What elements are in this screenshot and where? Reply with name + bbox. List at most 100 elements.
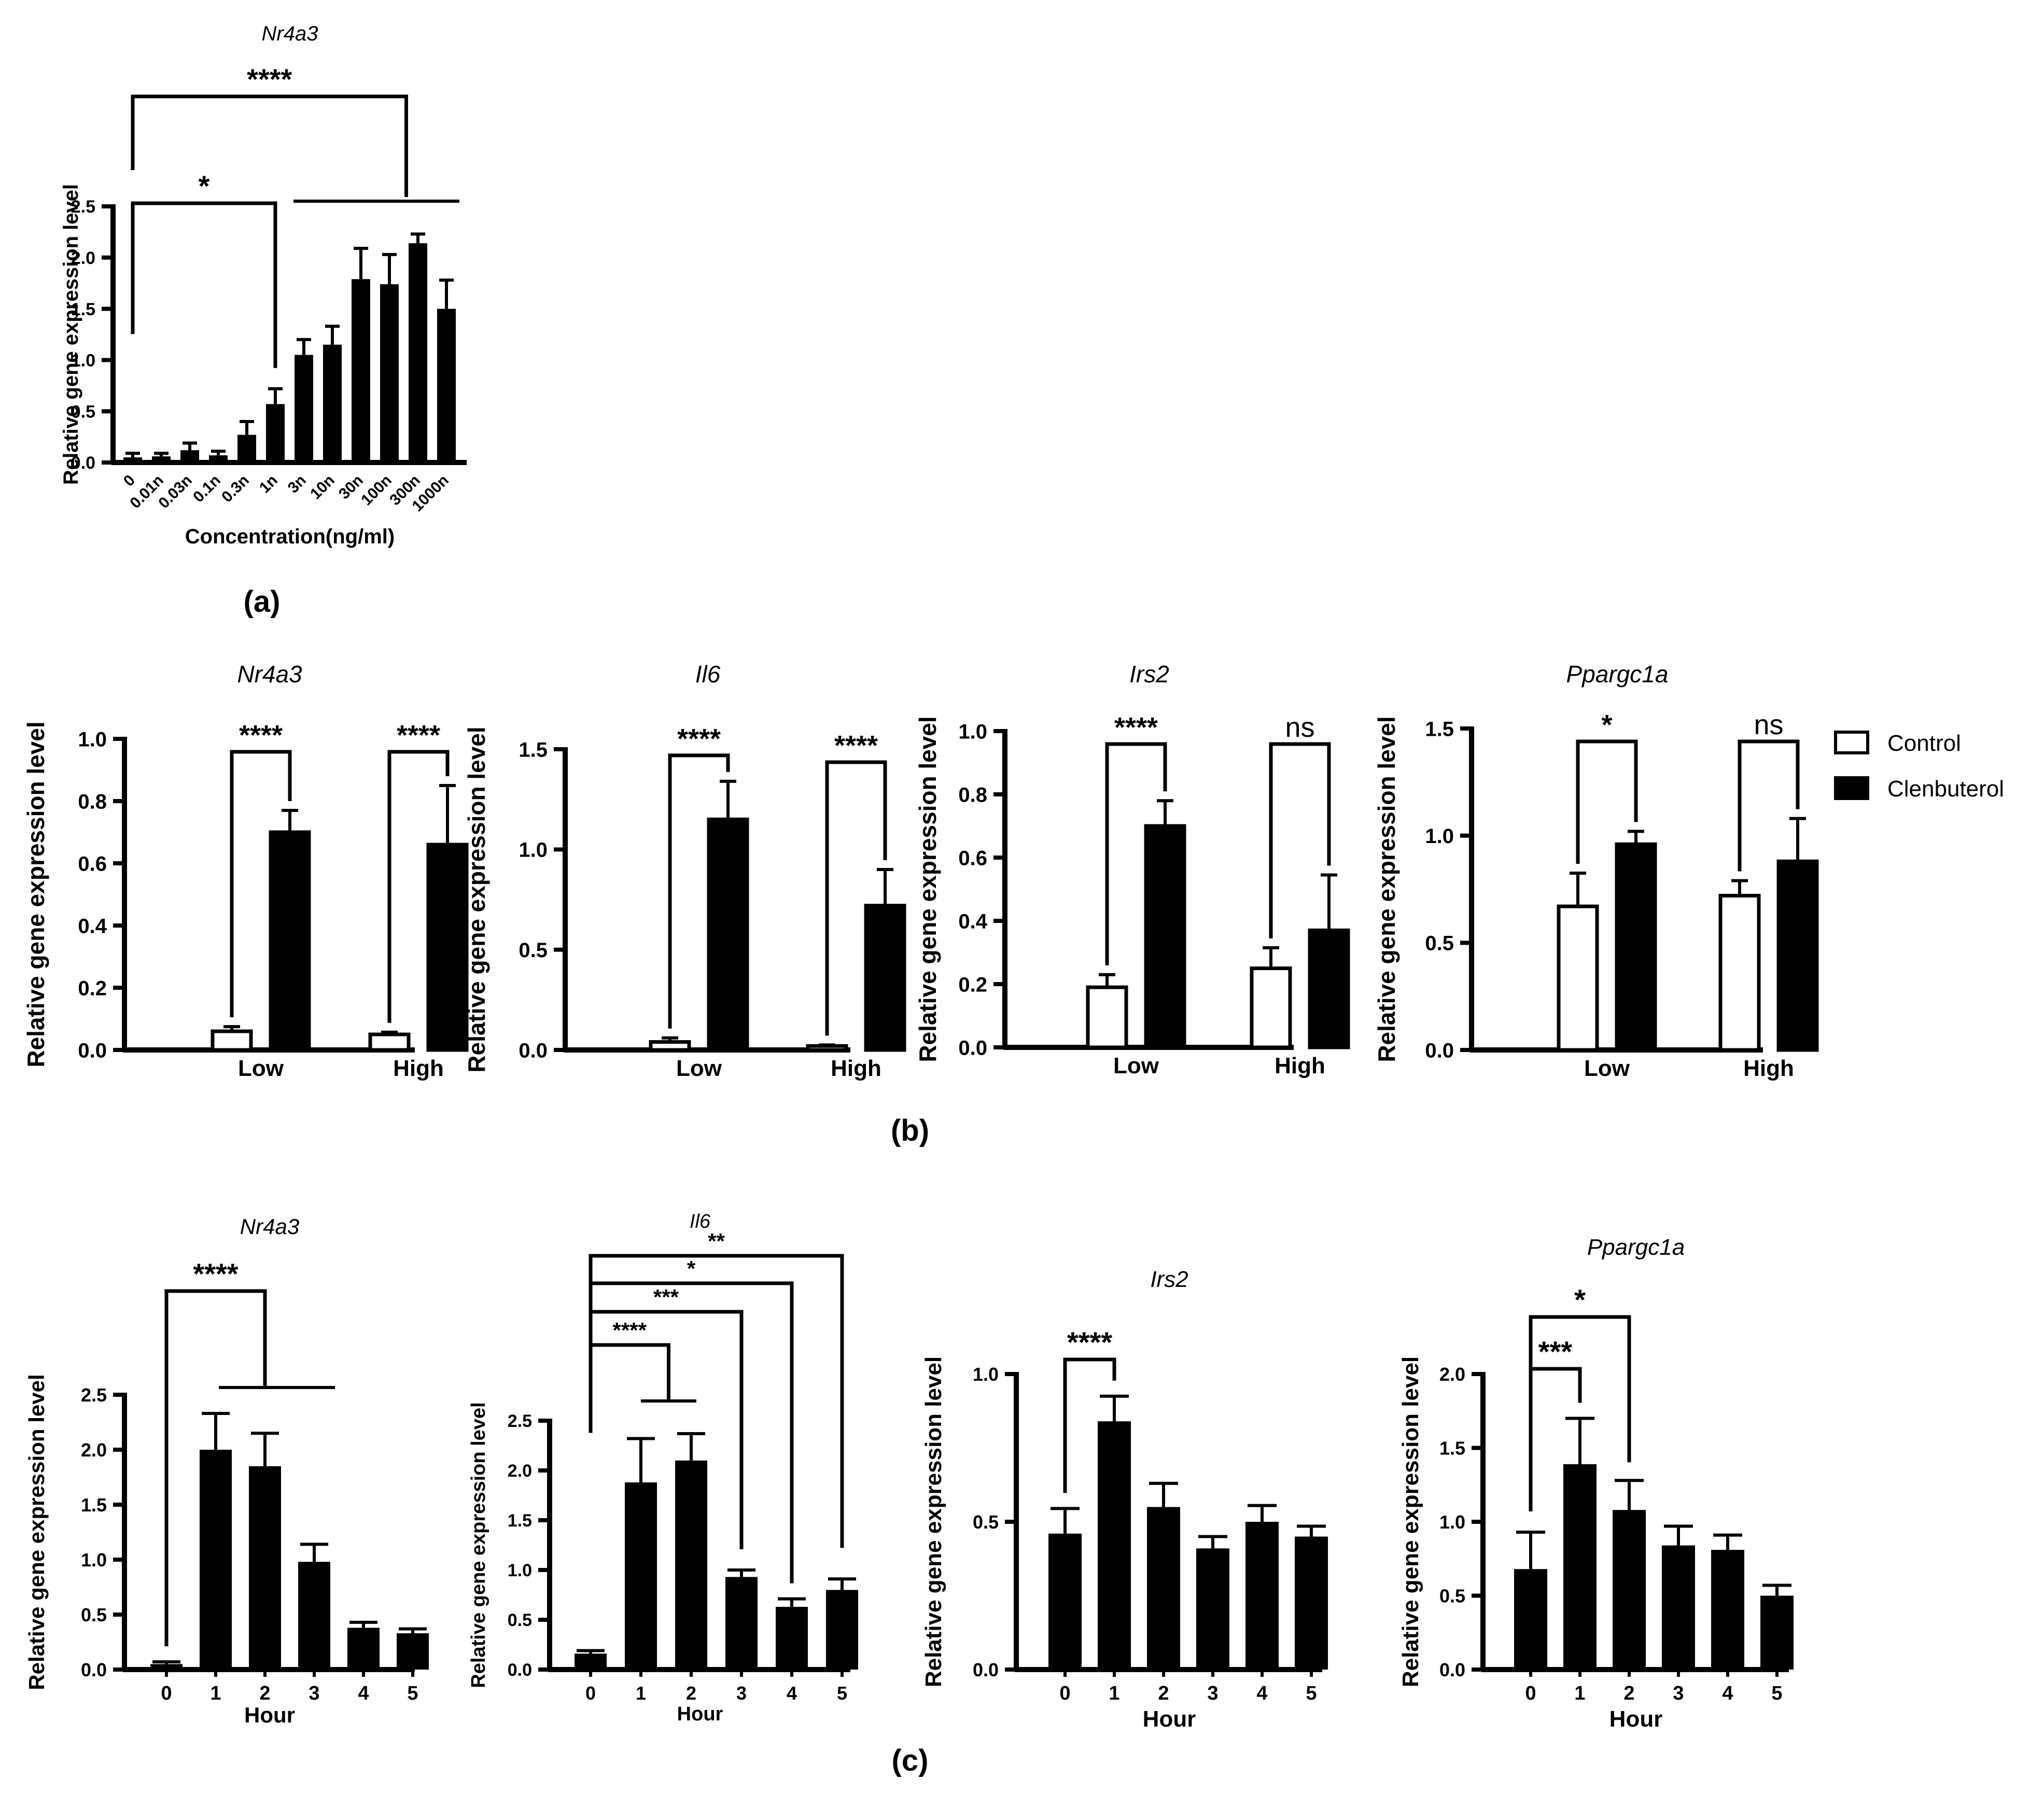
c-il6-significance-2 [589, 1310, 744, 1549]
c-ppargc1a-significance-1-label: *** [1538, 1335, 1573, 1368]
b-irs2-ytick-label: 0.8 [958, 783, 987, 806]
c-nr4a3-bar [249, 1466, 281, 1670]
c-il6-ytick-label: 1.5 [508, 1511, 532, 1531]
b-ppargc1a-bar-clenbuterol [1776, 859, 1819, 1052]
c-ppargc1a-xtick-label: 5 [1771, 1683, 1782, 1704]
c-il6-xtick-label: 0 [585, 1683, 596, 1704]
c-il6-ylabel: Relative gene expression level [468, 1402, 489, 1688]
c-il6-xtick-label: 2 [686, 1683, 696, 1704]
b-irs2-title: Irs2 [1129, 661, 1169, 688]
c-nr4a3-significance [164, 1289, 267, 1647]
c-irs2-xtick-label: 2 [1158, 1683, 1169, 1704]
c-il6-title: Il6 [690, 1211, 711, 1232]
c-nr4a3-bar [347, 1628, 380, 1670]
c-il6-significance-2-label: *** [653, 1285, 679, 1309]
c-nr4a3-ytick-label: 0.0 [81, 1659, 107, 1680]
c-irs2-significance [1063, 1357, 1116, 1493]
a-nr4a3-bar [323, 344, 342, 462]
b-il6-ytick-label: 0.0 [519, 1039, 548, 1062]
c-ppargc1a-bar [1662, 1545, 1695, 1670]
b-ppargc1a-ytick-label: 1.5 [1425, 718, 1454, 740]
b-nr4a3-significance [230, 750, 292, 1017]
figure-layer: 0.0 0.5 1.0 1.5 2.0 2.5 Relative gene expressi… [22, 22, 1819, 1732]
b-il6-ytick-label: 1.5 [519, 738, 548, 761]
c-nr4a3-ytick-label: 1.5 [81, 1494, 107, 1516]
b-nr4a3-bar-clenbuterol [426, 843, 469, 1052]
b-il6-significance [825, 760, 887, 1036]
c-ppargc1a-bar [1563, 1464, 1597, 1670]
b-irs2-significance [1269, 742, 1331, 938]
a-nr4a3-ytick-label: 1.0 [71, 351, 95, 371]
b-ppargc1a-bar-control [1557, 904, 1599, 1052]
b-ppargc1a-title: Ppargc1a [1566, 661, 1669, 688]
a-nr4a3-bar [237, 435, 256, 462]
b-nr4a3-ytick-label: 0.8 [78, 790, 107, 813]
panel-label-b: (b) [891, 1114, 929, 1147]
c-il6-bar [725, 1577, 758, 1670]
a-nr4a3-ytick-label: 0.5 [71, 402, 95, 422]
b-ppargc1a-significance [1576, 739, 1638, 864]
c-ppargc1a-bar [1613, 1510, 1646, 1670]
c-irs2-xtick-label: 1 [1109, 1683, 1119, 1704]
b-il6-bar-clenbuterol [864, 904, 906, 1052]
c-irs2-bar [1048, 1533, 1082, 1670]
c-irs2-xtick-label: 5 [1306, 1683, 1317, 1704]
b-irs2-bar-control [1086, 985, 1128, 1049]
b-il6-significance-label: **** [834, 730, 878, 761]
a-nr4a3-bar [123, 457, 142, 462]
a-nr4a3-xtick-label: 0.1n [190, 472, 224, 506]
c-nr4a3-xtick-label: 0 [161, 1683, 172, 1704]
b-irs2-bar-clenbuterol [1308, 928, 1350, 1049]
a-nr4a3-bar [266, 404, 285, 462]
panel-label-a: (a) [244, 585, 281, 619]
c-nr4a3-ylabel: Relative gene expression level [24, 1374, 49, 1690]
a-nr4a3-bar [295, 355, 313, 462]
a-nr4a3-ytick-label: 2.0 [71, 248, 95, 268]
b-irs2-ylabel: Relative gene expression level [914, 716, 941, 1062]
a-nr4a3-ytick-label: 1.5 [71, 300, 95, 319]
c-il6-bar [826, 1590, 858, 1670]
c-nr4a3-xtick-label: 1 [210, 1683, 221, 1704]
c-irs2-bar [1196, 1548, 1229, 1670]
c-nr4a3-ytick-label: 0.5 [81, 1604, 107, 1625]
c-irs2-xtick-label: 0 [1059, 1683, 1070, 1704]
b-il6-significance [668, 753, 730, 1029]
a-nr4a3-xtick-label: 0.03n [155, 472, 195, 512]
b-il6-title: Il6 [695, 661, 721, 688]
legend-label-clenbuterol: Clenbuterol [1887, 776, 2004, 802]
c-irs2-ylabel: Relative gene expression level [921, 1356, 946, 1687]
c-nr4a3-significance-label: **** [193, 1257, 238, 1290]
b-nr4a3-xtick-label: Low [238, 1056, 284, 1081]
c-il6-significance-4 [589, 1254, 844, 1548]
c-irs2-bar [1147, 1507, 1180, 1670]
b-nr4a3-ytick-label: 1.0 [78, 728, 107, 751]
a-nr4a3-significance-2 [131, 94, 408, 197]
b-il6-significance-label: **** [677, 723, 721, 754]
c-il6-xtick-label: 1 [636, 1683, 646, 1704]
b-il6-ytick-label: 1.0 [519, 839, 548, 862]
c-ppargc1a-ytick-label: 1.0 [1439, 1511, 1465, 1533]
a-nr4a3-bar [209, 455, 228, 462]
c-nr4a3-bar [298, 1562, 330, 1670]
b-ppargc1a-significance-label: * [1601, 709, 1612, 740]
b-nr4a3-ytick-label: 0.2 [78, 977, 107, 1000]
b-irs2-ytick-label: 0.0 [958, 1036, 987, 1059]
c-nr4a3-ytick-label: 2.0 [81, 1439, 107, 1461]
c-ppargc1a-ytick-label: 0.0 [1439, 1659, 1465, 1680]
c-il6-xtick-label: 4 [787, 1683, 797, 1704]
c-ppargc1a-bar [1760, 1595, 1794, 1670]
a-nr4a3-significance-2-label: **** [247, 63, 292, 95]
a-nr4a3-xtick-label: 100n [358, 472, 395, 509]
c-ppargc1a-ytick-label: 0.5 [1439, 1585, 1465, 1606]
a-nr4a3-ytick-label: 2.5 [71, 197, 95, 217]
c-il6-ytick-label: 0.0 [508, 1660, 532, 1680]
c-ppargc1a-significance-1 [1529, 1367, 1582, 1511]
c-ppargc1a-significance-2-label: * [1574, 1283, 1586, 1316]
c-irs2-xtick-label: 3 [1207, 1683, 1218, 1704]
a-nr4a3-bar [380, 284, 399, 462]
c-il6-ytick-label: 2.5 [508, 1411, 532, 1431]
c-ppargc1a-bar [1514, 1569, 1547, 1670]
c-il6-significance-3-label: * [687, 1256, 696, 1281]
b-irs2-ytick-label: 0.6 [958, 847, 987, 870]
c-nr4a3-xtick-label: 2 [259, 1683, 270, 1704]
